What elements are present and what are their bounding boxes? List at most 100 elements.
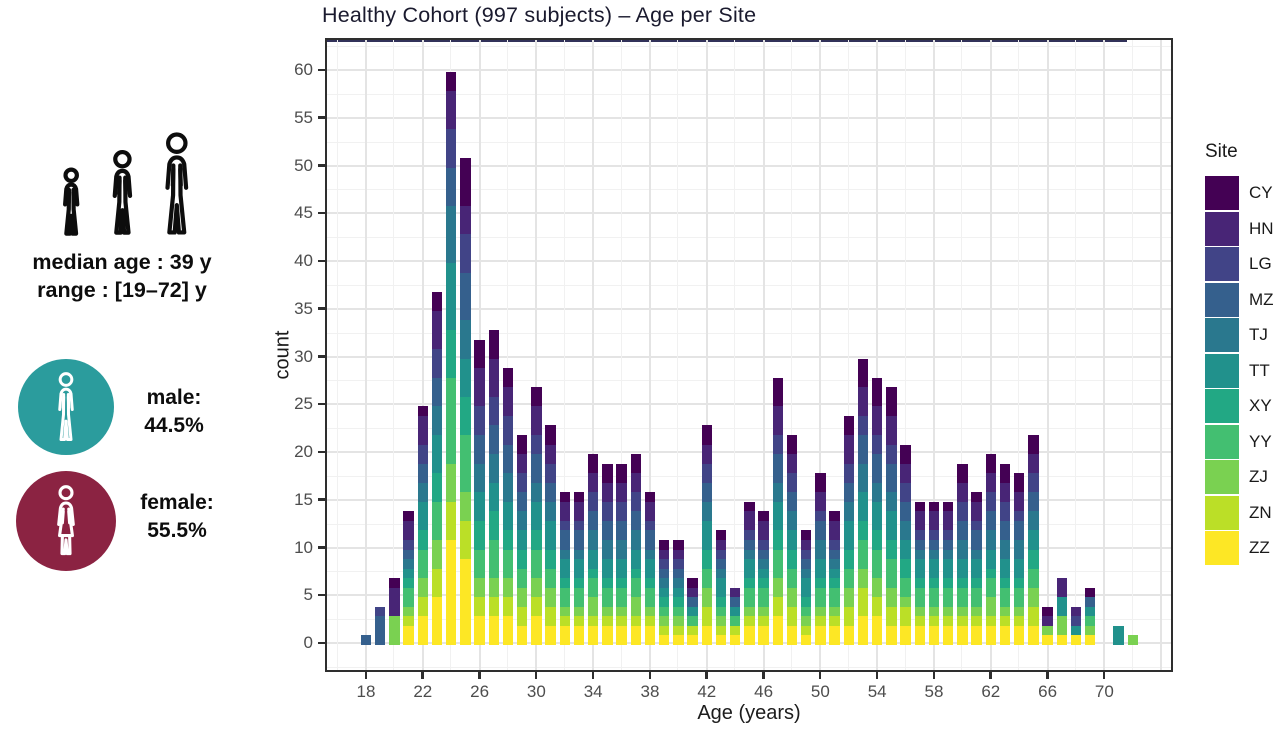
bar-segment-CY [999, 463, 1011, 483]
bar-segment-ZJ [502, 578, 514, 598]
bar-segment-XY [474, 520, 485, 550]
bar-segment-CY [488, 329, 500, 359]
bar-segment-YY [630, 578, 642, 598]
bar-age-51 [829, 511, 840, 645]
bar-age-23 [431, 291, 443, 645]
bar-segment-LG [715, 549, 727, 560]
bar-segment-MZ [758, 549, 769, 560]
bar-segment-CY [403, 511, 414, 521]
three-people-growing-icon [40, 118, 230, 238]
bar-segment-TT [673, 587, 684, 598]
bar-segment-ZN [445, 501, 457, 540]
bar-segment-ZN [460, 520, 471, 560]
x-tick-mark [591, 672, 595, 679]
bar-segment-MZ [900, 501, 911, 521]
bar-segment-XY [460, 396, 471, 435]
bar-segment-CY [559, 492, 571, 502]
x-axis-title: Age (years) [697, 702, 801, 724]
bar-segment-LG [1028, 473, 1039, 493]
bar-age-18 [360, 635, 372, 645]
bar-segment-LG [999, 501, 1011, 521]
bar-segment-TJ [545, 501, 556, 521]
y-axis-title: count [271, 330, 294, 380]
bar-segment-YY [545, 568, 556, 588]
bar-segment-ZJ [389, 616, 400, 645]
plot-panel [325, 38, 1173, 672]
bar-segment-CY [587, 454, 599, 474]
bar-segment-TT [587, 549, 599, 569]
y-tick-label: 20 [294, 442, 313, 461]
bar-segment-MZ [502, 444, 514, 474]
bar-segment-TJ [715, 568, 727, 579]
bar-segment-TT [460, 358, 471, 397]
median-age-label: median age : 39 y [32, 250, 212, 274]
bar-segment-HN [871, 406, 883, 435]
bar-segment-ZN [630, 616, 642, 626]
bar-segment-MZ [474, 434, 485, 464]
gridline-h-major [327, 212, 1171, 215]
bar-segment-ZN [616, 616, 627, 626]
bar-segment-TJ [1028, 511, 1039, 531]
bar-segment-ZZ [971, 625, 982, 645]
bar-segment-ZJ [957, 606, 968, 617]
bar-segment-LG [829, 539, 840, 550]
legend-label-ZZ: ZZ [1249, 538, 1270, 557]
bar-segment-ZJ [928, 606, 940, 617]
bar-segment-TT [744, 559, 755, 579]
bar-age-36 [616, 463, 627, 645]
bar-segment-ZJ [999, 606, 1011, 617]
bar-segment-HN [715, 539, 727, 550]
bar-segment-LG [701, 463, 713, 483]
bar-segment-TT [914, 559, 926, 579]
bar-segment-CY [744, 501, 755, 512]
bar-segment-ZJ [942, 606, 954, 617]
bar-segment-TJ [1013, 539, 1025, 560]
bar-segment-ZJ [985, 597, 997, 617]
bar-segment-TT [1084, 606, 1096, 617]
bar-segment-TT [1013, 559, 1025, 579]
bar-segment-TT [786, 530, 798, 550]
bar-age-56 [900, 444, 911, 645]
bar-segment-LG [985, 492, 997, 512]
bar-segment-YY [502, 549, 514, 579]
bar-segment-XY [559, 578, 571, 588]
x-tick-mark [989, 672, 992, 679]
bar-segment-CY [772, 377, 784, 407]
y-tick-mark [318, 546, 325, 549]
bar-segment-CY [914, 501, 926, 512]
bar-segment-ZN [502, 597, 514, 617]
bar-segment-ZZ [800, 635, 812, 645]
bar-segment-TT [1056, 597, 1068, 617]
bar-segment-HN [1013, 492, 1025, 512]
x-tick-label: 22 [413, 682, 433, 701]
gridline-v-minor [791, 40, 792, 670]
bar-segment-TT [701, 520, 713, 550]
bar-segment-TT [1113, 625, 1124, 645]
x-tick-mark [875, 672, 879, 679]
bar-segment-ZN [744, 616, 755, 626]
bar-segment-YY [1013, 587, 1025, 607]
bar-segment-MZ [445, 167, 457, 206]
bar-segment-CY [957, 463, 968, 483]
bar-segment-XY [999, 578, 1011, 588]
gridline-v-minor [620, 40, 622, 670]
x-tick-label: 30 [526, 682, 546, 701]
gridline-v-major [535, 40, 538, 670]
bar-segment-HN [644, 501, 656, 521]
bar-segment-TJ [829, 559, 840, 569]
bar-age-49 [800, 530, 812, 645]
bar-segment-MZ [417, 463, 429, 483]
bar-segment-ZZ [445, 539, 457, 645]
bar-segment-TJ [587, 530, 599, 550]
bar-segment-TJ [445, 205, 457, 264]
bar-age-52 [843, 415, 855, 645]
bar-segment-ZJ [460, 492, 471, 521]
female-circle [16, 471, 116, 571]
bar-segment-ZN [658, 625, 670, 636]
bar-segment-ZN [701, 606, 713, 626]
bar-segment-XY [857, 520, 869, 540]
bar-segment-XY [815, 578, 826, 588]
gridline-v-major [365, 40, 367, 670]
bar-segment-HN [914, 511, 926, 531]
gridline-h-minor [327, 475, 1171, 477]
